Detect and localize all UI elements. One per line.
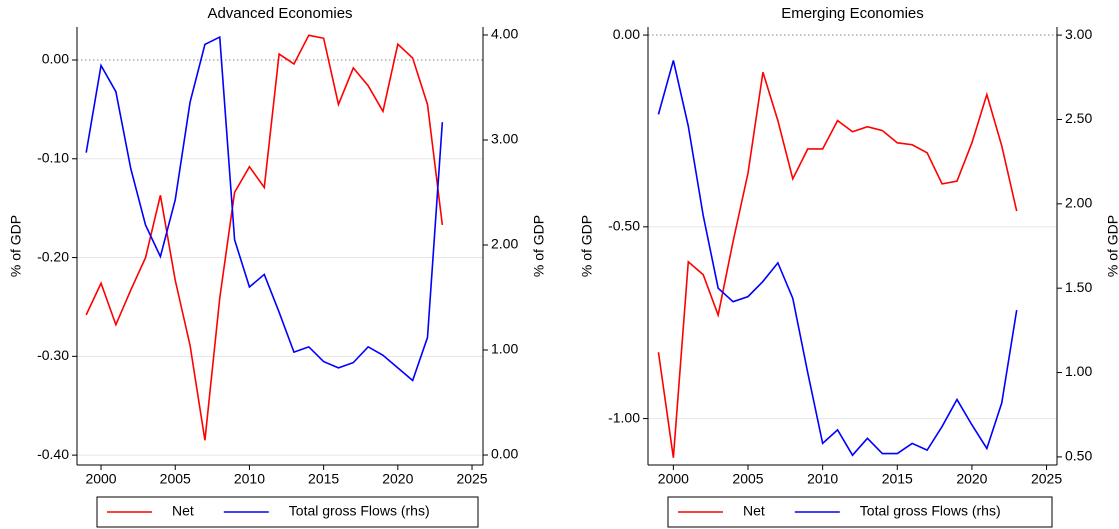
x-tick-label: 2010	[234, 471, 265, 487]
chart-title: Emerging Economies	[781, 5, 924, 22]
y-axis-label: % of GDP	[8, 215, 24, 277]
x-tick-label: 2000	[658, 471, 689, 487]
series-line	[657, 60, 1018, 457]
x-tick-label: 2020	[956, 471, 987, 487]
y2-axis-label: % of GDP	[1105, 215, 1119, 277]
x-tick-label: 2025	[1031, 471, 1062, 487]
legend-label: Net	[172, 503, 194, 519]
legend-label: Total gross Flows (rhs)	[860, 503, 1001, 519]
x-tick-label: 2010	[807, 471, 838, 487]
legend-label: Net	[743, 503, 765, 519]
x-tick-label: 2005	[160, 471, 191, 487]
y2-tick-label: 2.00	[491, 236, 518, 252]
y-tick-label: -1.00	[608, 409, 640, 425]
y2-tick-label: 1.00	[491, 341, 518, 357]
y-tick-label: -0.50	[608, 218, 640, 234]
y2-tick-label: 0.00	[491, 446, 518, 462]
chart-title: Advanced Economies	[207, 5, 352, 22]
y-tick-label: -0.10	[37, 149, 69, 165]
x-tick-label: 2000	[85, 471, 116, 487]
y2-tick-label: 4.00	[491, 26, 518, 42]
y2-axis-label: % of GDP	[531, 215, 547, 277]
series-line	[85, 34, 444, 441]
y2-tick-label: 3.00	[1065, 26, 1092, 42]
y-tick-label: -0.40	[37, 446, 69, 462]
y2-tick-label: 0.50	[1065, 448, 1092, 464]
legend-label: Total gross Flows (rhs)	[289, 503, 430, 519]
y2-tick-label: 1.50	[1065, 279, 1092, 295]
y2-tick-label: 2.50	[1065, 110, 1092, 126]
x-tick-label: 2005	[732, 471, 763, 487]
x-tick-label: 2025	[456, 471, 487, 487]
y2-tick-label: 2.00	[1065, 195, 1092, 211]
x-tick-label: 2015	[308, 471, 339, 487]
legend-box	[96, 496, 479, 528]
y2-tick-label: 3.00	[491, 131, 518, 147]
y-tick-label: 0.00	[613, 26, 640, 42]
y2-tick-label: 1.00	[1065, 363, 1092, 379]
x-tick-label: 2020	[382, 471, 413, 487]
y-axis-label: % of GDP	[579, 215, 595, 277]
series-line	[85, 35, 444, 382]
legend-box	[667, 496, 1053, 528]
y-tick-label: -0.30	[37, 347, 69, 363]
series-line	[657, 72, 1018, 458]
y-tick-label: 0.00	[42, 51, 69, 67]
y-tick-label: -0.20	[37, 248, 69, 264]
x-tick-label: 2015	[882, 471, 913, 487]
